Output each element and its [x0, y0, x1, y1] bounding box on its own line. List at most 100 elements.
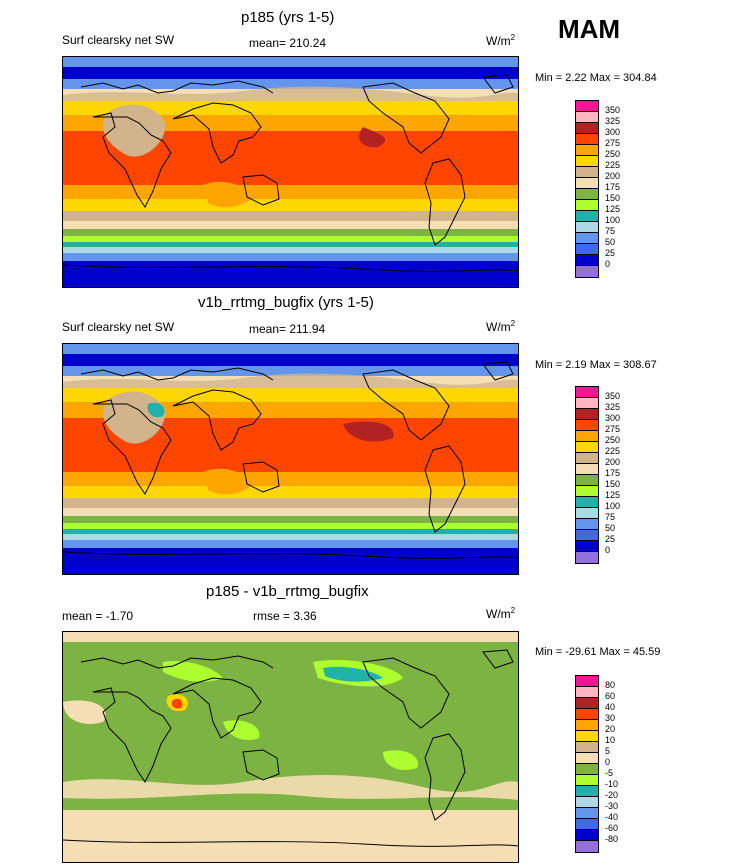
colorbar-box — [576, 819, 598, 830]
colorbar-tick-label: 275 — [605, 424, 621, 434]
colorbar-tick-label: 150 — [605, 479, 621, 489]
colorbar-box — [576, 797, 598, 808]
colorbar-tick-label: 5 — [605, 746, 611, 756]
panel-3-map — [62, 631, 519, 863]
colorbar-box — [576, 530, 598, 541]
panel-1-contour-field — [63, 57, 518, 287]
colorbar-box — [576, 486, 598, 497]
colorbar-box — [576, 464, 598, 475]
colorbar-tick-label: -10 — [605, 779, 619, 789]
panel-2-contour-field — [63, 344, 518, 574]
colorbar-box — [576, 420, 598, 431]
colorbar-box — [576, 200, 598, 211]
colorbar-tick-label: 175 — [605, 182, 621, 192]
colorbar-box — [576, 497, 598, 508]
panel-3-mean-label: mean = -1.70 — [62, 609, 134, 623]
colorbar-box — [576, 841, 598, 852]
colorbar-box — [576, 508, 598, 519]
colorbar-box — [576, 453, 598, 464]
colorbar-box — [576, 255, 598, 266]
colorbar-box — [576, 775, 598, 786]
panel-1-colorbar — [575, 100, 599, 278]
colorbar-tick-label: 225 — [605, 446, 621, 456]
colorbar-tick-label: 250 — [605, 149, 621, 159]
colorbar-box — [576, 178, 598, 189]
colorbar-tick-label: 75 — [605, 226, 616, 236]
colorbar-tick-label: 250 — [605, 435, 621, 445]
colorbar-tick-label: 275 — [605, 138, 621, 148]
colorbar-box — [576, 830, 598, 841]
colorbar-tick-label: 50 — [605, 237, 616, 247]
colorbar-box — [576, 731, 598, 742]
panel-1-map — [62, 56, 519, 288]
colorbar-tick-label: 300 — [605, 127, 621, 137]
panel-1-mean-label: mean= 210.24 — [249, 36, 327, 50]
colorbar-tick-label: 10 — [605, 735, 616, 745]
colorbar-tick-label: 80 — [605, 680, 616, 690]
colorbar-box — [576, 808, 598, 819]
colorbar-tick-label: -5 — [605, 768, 614, 778]
colorbar-box — [576, 475, 598, 486]
colorbar-tick-label: 30 — [605, 713, 616, 723]
colorbar-box — [576, 698, 598, 709]
colorbar-tick-label: 50 — [605, 523, 616, 533]
colorbar-tick-label: 0 — [605, 757, 611, 767]
colorbar-tick-label: 0 — [605, 259, 611, 269]
colorbar-tick-label: 325 — [605, 116, 621, 126]
colorbar-box — [576, 233, 598, 244]
colorbar-box — [576, 123, 598, 134]
colorbar-tick-label: -20 — [605, 790, 619, 800]
panel-2-minmax: Min = 2.19 Max = 308.67 — [535, 359, 657, 371]
colorbar-box — [576, 687, 598, 698]
colorbar-box — [576, 101, 598, 112]
colorbar-tick-label: -60 — [605, 823, 619, 833]
colorbar-box — [576, 112, 598, 123]
colorbar-tick-label: 200 — [605, 457, 621, 467]
colorbar-tick-label: -30 — [605, 801, 619, 811]
panel-3-title: p185 - v1b_rrtmg_bugfix — [206, 583, 369, 600]
colorbar-tick-label: 60 — [605, 691, 616, 701]
colorbar-tick-label: 75 — [605, 512, 616, 522]
colorbar-tick-label: 100 — [605, 215, 621, 225]
colorbar-tick-label: 300 — [605, 413, 621, 423]
colorbar-box — [576, 387, 598, 398]
season-label: MAM — [558, 14, 621, 44]
colorbar-tick-label: 25 — [605, 248, 616, 258]
colorbar-box — [576, 676, 598, 687]
colorbar-box — [576, 519, 598, 530]
panel-2-units: W/m2 — [486, 319, 516, 335]
panel-1-minmax: Min = 2.22 Max = 304.84 — [535, 72, 657, 84]
panel-1-units: W/m2 — [486, 33, 516, 49]
colorbar-tick-label: 350 — [605, 105, 621, 115]
colorbar-box — [576, 709, 598, 720]
colorbar-box — [576, 541, 598, 552]
colorbar-tick-label: 40 — [605, 702, 616, 712]
panel-3-colorbar — [575, 675, 599, 853]
colorbar-box — [576, 720, 598, 731]
panel-2-variable-label: Surf clearsky net SW — [62, 320, 175, 334]
colorbar-box — [576, 189, 598, 200]
colorbar-box — [576, 211, 598, 222]
colorbar-tick-label: 325 — [605, 402, 621, 412]
colorbar-box — [576, 552, 598, 563]
colorbar-tick-label: 0 — [605, 545, 611, 555]
colorbar-box — [576, 145, 598, 156]
colorbar-tick-label: -80 — [605, 834, 619, 844]
colorbar-tick-label: 225 — [605, 160, 621, 170]
colorbar-box — [576, 753, 598, 764]
panel-3-minmax: Min = -29.61 Max = 45.59 — [535, 646, 661, 658]
colorbar-tick-label: 100 — [605, 501, 621, 511]
colorbar-box — [576, 742, 598, 753]
panel-3-contour-field — [63, 632, 518, 862]
colorbar-tick-label: 150 — [605, 193, 621, 203]
colorbar-box — [576, 431, 598, 442]
colorbar-tick-label: -40 — [605, 812, 619, 822]
panel-1-title: p185 (yrs 1-5) — [241, 9, 335, 26]
colorbar-tick-label: 200 — [605, 171, 621, 181]
panel-1-variable-label: Surf clearsky net SW — [62, 33, 175, 47]
panel-2-mean-label: mean= 211.94 — [249, 322, 326, 336]
colorbar-box — [576, 409, 598, 420]
colorbar-box — [576, 764, 598, 775]
colorbar-tick-label: 350 — [605, 391, 621, 401]
colorbar-box — [576, 156, 598, 167]
